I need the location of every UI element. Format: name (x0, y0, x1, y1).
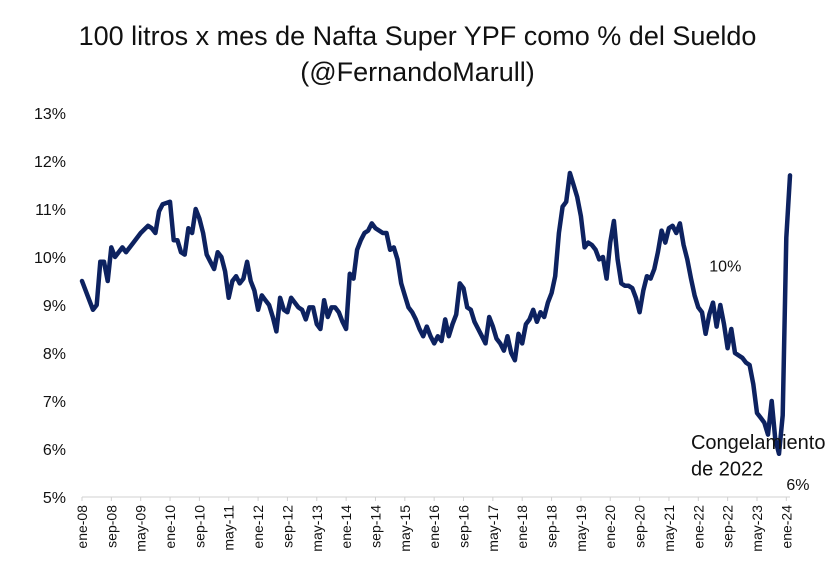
series-line (79, 170, 793, 457)
y-tick-label: 10% (34, 250, 66, 267)
annotation-label: 6% (786, 477, 809, 494)
x-tick-label: may-15 (397, 505, 413, 552)
y-tick-label: 11% (35, 202, 66, 219)
x-tick-label: ene-14 (338, 505, 354, 549)
x-tick-label: ene-16 (426, 505, 442, 549)
x-tick-label: may-13 (309, 505, 325, 552)
chart-title-line1: 100 litros x mes de Nafta Super YPF como… (78, 21, 757, 51)
x-tick-label: sep-14 (367, 505, 383, 548)
y-tick-label: 12% (34, 154, 66, 171)
x-tick-label: ene-20 (602, 505, 618, 549)
chart-title: 100 litros x mes de Nafta Super YPF como… (0, 18, 835, 90)
x-tick-label: ene-22 (690, 505, 706, 549)
annotation-label: Congelamiento (691, 432, 826, 454)
x-tick-label: may-19 (573, 505, 589, 552)
y-tick-label: 8% (43, 346, 66, 363)
x-tick-label: sep-20 (632, 505, 648, 548)
x-tick-label: sep-12 (279, 505, 295, 548)
y-tick-label: 6% (43, 442, 66, 459)
y-tick-label: 9% (43, 298, 66, 315)
y-tick-label: 5% (43, 490, 66, 507)
series-points (81, 172, 791, 454)
chart-title-line2: (@FernandoMarull) (300, 57, 535, 87)
x-tick-label: may-11 (221, 505, 237, 551)
x-tick-label: sep-08 (103, 505, 119, 548)
x-tick-label: ene-12 (250, 505, 266, 549)
y-tick-label: 7% (43, 394, 66, 411)
annotation-label: 10% (709, 258, 741, 275)
x-tick-label: may-23 (749, 505, 765, 552)
x-tick-label: may-21 (661, 505, 677, 552)
x-tick-label: ene-10 (162, 505, 178, 549)
y-tick-label: 13% (34, 106, 66, 123)
x-tick-label: ene-08 (74, 505, 90, 549)
x-tick-label: sep-16 (456, 505, 472, 548)
annotation-label: de 2022 (691, 458, 763, 480)
x-tick-label: sep-18 (544, 505, 560, 548)
x-tick-label: ene-18 (514, 505, 530, 549)
x-tick-label: ene-24 (778, 505, 794, 549)
x-tick-label: sep-10 (191, 505, 207, 548)
x-tick-label: may-17 (485, 505, 501, 552)
x-tick-label: may-09 (133, 505, 149, 552)
x-tick-label: sep-22 (720, 505, 736, 548)
